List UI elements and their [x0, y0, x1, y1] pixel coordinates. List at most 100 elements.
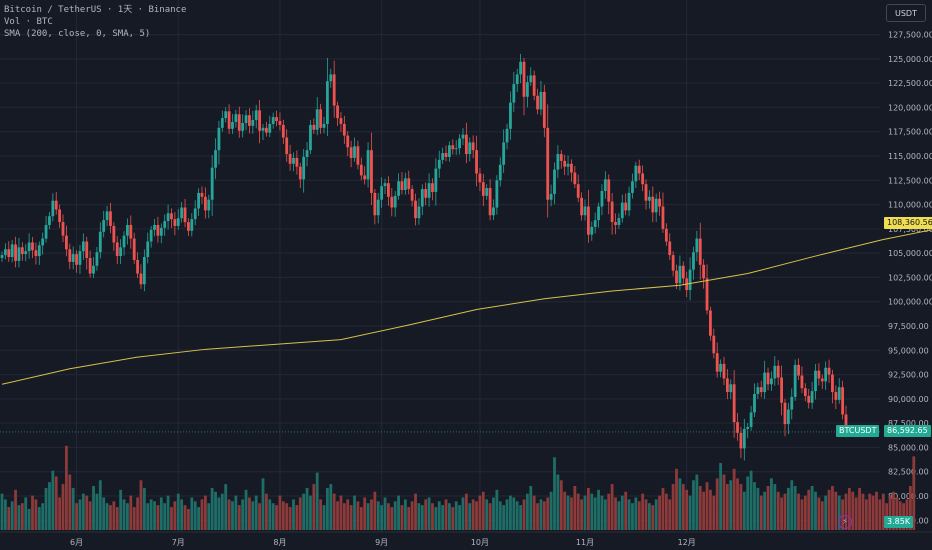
candle-body	[563, 160, 567, 167]
legend-sma[interactable]: SMA (200, close, 0, SMA, 5)	[4, 29, 151, 39]
volume-bar	[34, 499, 38, 530]
volume-bar	[224, 484, 228, 530]
y-tick-label: 95,000.00	[888, 346, 929, 355]
volume-bar	[685, 489, 689, 530]
volume-bar	[878, 499, 882, 530]
candle-body	[634, 165, 638, 182]
volume-bar	[292, 499, 295, 530]
candle-body	[54, 200, 58, 210]
volume-bar	[193, 501, 197, 530]
candle-body	[41, 238, 45, 246]
candle-body	[27, 242, 31, 252]
candle-body	[332, 74, 336, 106]
y-tick-label: 97,500.00	[888, 322, 929, 331]
candle-body	[461, 134, 465, 139]
volume-bar	[705, 482, 709, 530]
candle-body	[187, 222, 190, 231]
candle-body	[566, 163, 570, 167]
volume-bar	[163, 503, 167, 530]
legend-symbol[interactable]: Bitcoin / TetherUS · 1天 · Binance	[4, 5, 187, 15]
volume-bar	[115, 507, 119, 530]
candle-body	[695, 238, 699, 253]
volume-bar	[875, 491, 878, 530]
candle-body	[759, 387, 763, 393]
y-tick-label: 107,500.00	[888, 225, 932, 234]
volume-bar	[712, 495, 716, 530]
volume-bar	[170, 507, 173, 530]
volume-bar	[27, 508, 31, 530]
volume-bar	[820, 501, 824, 530]
candle-body	[600, 190, 604, 207]
candle-body	[478, 173, 482, 183]
volume-bar	[597, 489, 600, 530]
candle-body	[549, 193, 553, 200]
y-tick-label: 100,000.00	[888, 298, 932, 307]
candle-body	[129, 224, 133, 239]
candle-body	[176, 218, 180, 226]
x-tick-label: 6月	[70, 538, 83, 547]
candle-body	[210, 167, 214, 200]
lightning-icon[interactable]: ⚡	[838, 515, 852, 529]
volume-bar	[173, 501, 177, 530]
currency-button[interactable]: USDT	[886, 4, 926, 22]
candle-body	[254, 110, 258, 121]
candle-body	[203, 196, 207, 211]
volume-bar	[119, 489, 123, 530]
volume-bar	[346, 499, 350, 530]
volume-bar	[864, 499, 868, 530]
candle-body	[281, 124, 285, 138]
volume-bar	[827, 489, 831, 530]
volume-bar	[251, 501, 255, 530]
volume-bar	[298, 497, 302, 530]
candle-body	[180, 207, 184, 219]
candle-body	[258, 110, 262, 131]
candle-body	[71, 254, 75, 262]
candle-body	[312, 124, 316, 130]
volume-bar	[786, 487, 790, 530]
volume-bar	[10, 501, 14, 530]
candle-body	[800, 375, 804, 389]
candle-body	[525, 82, 529, 97]
volume-bar	[142, 487, 146, 530]
candle-body	[7, 249, 11, 258]
volume-bar	[231, 501, 234, 530]
candle-body	[498, 164, 502, 181]
candle-body	[746, 427, 750, 429]
volume-bar	[210, 487, 214, 530]
candle-body	[98, 231, 102, 253]
candle-body	[712, 335, 716, 354]
candle-body	[546, 127, 550, 200]
volume-bar	[136, 497, 139, 530]
volume-bar	[725, 484, 729, 530]
volume-bar	[254, 495, 258, 530]
x-tick-label: 9月	[375, 538, 388, 547]
volume-bar	[481, 491, 485, 530]
volume-bar	[641, 493, 645, 530]
candle-body	[58, 209, 62, 223]
volume-bar	[817, 497, 821, 530]
candle-body	[197, 192, 200, 209]
volume-bar	[624, 491, 628, 530]
candle-body	[783, 402, 787, 425]
volume-bar	[248, 497, 251, 530]
sma-value-tag: 108,360.56	[884, 217, 932, 229]
volume-bar	[241, 499, 245, 530]
volume-bar	[437, 501, 441, 530]
volume-bar	[61, 484, 65, 530]
volume-bar	[190, 497, 194, 530]
volume-bar	[912, 456, 916, 530]
candle-body	[10, 244, 14, 258]
candle-body	[464, 134, 468, 155]
legend-volume[interactable]: Vol · BTC	[4, 17, 53, 27]
volume-bar	[342, 503, 346, 530]
candle-body	[356, 146, 360, 165]
volume-bar	[810, 486, 814, 530]
candle-body	[831, 374, 834, 393]
volume-bar	[366, 503, 370, 530]
candle-body	[264, 127, 268, 133]
volume-bar	[563, 491, 567, 530]
candle-body	[112, 225, 116, 243]
